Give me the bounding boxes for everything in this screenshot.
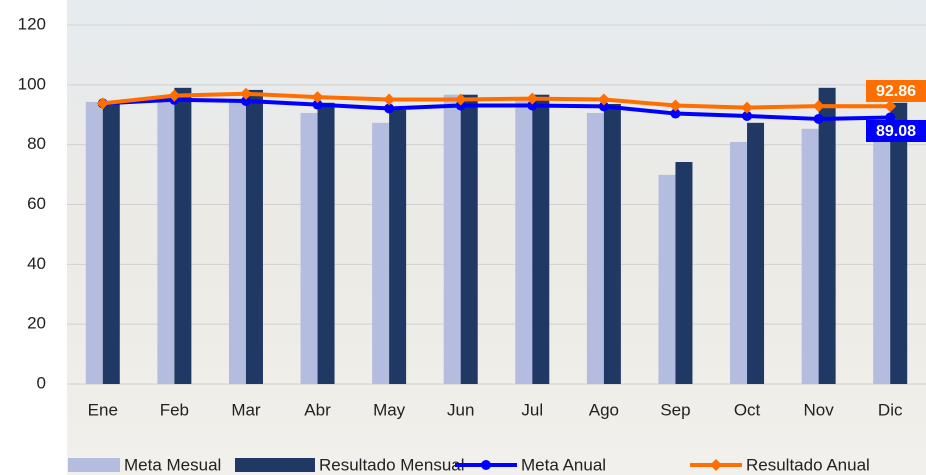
marker	[312, 99, 323, 110]
bar	[801, 128, 819, 384]
y-tick-label: 120	[18, 14, 46, 33]
photo-background	[67, 0, 926, 475]
y-tick-label: 20	[27, 314, 46, 333]
marker	[812, 100, 825, 113]
marker	[598, 101, 609, 112]
marker	[526, 92, 539, 105]
marker	[311, 91, 324, 104]
legend-label: Resultado Anual	[746, 455, 870, 474]
x-tick-label: Ene	[88, 400, 118, 419]
data-label: 89.08	[876, 123, 916, 140]
legend-label: Meta Anual	[521, 455, 606, 474]
legend-swatch	[68, 458, 120, 472]
marker	[96, 97, 109, 110]
marker	[741, 101, 754, 114]
bar	[443, 94, 461, 384]
legend-marker	[481, 460, 491, 470]
marker	[240, 95, 251, 106]
marker	[383, 93, 396, 106]
bar	[532, 94, 550, 384]
bar	[730, 141, 748, 384]
y-tick-label: 40	[27, 254, 46, 273]
marker	[527, 100, 538, 111]
marker	[384, 103, 395, 114]
bar	[586, 112, 604, 384]
bar	[603, 103, 621, 384]
bar	[658, 174, 676, 384]
x-tick-label: Dic	[878, 400, 903, 419]
bar	[157, 99, 175, 385]
marker	[168, 89, 181, 102]
legend-label: Meta Mesual	[124, 455, 221, 474]
bar	[675, 162, 693, 384]
marker	[884, 100, 897, 113]
x-tick-label: Mar	[231, 400, 261, 419]
x-tick-label: Ago	[589, 400, 619, 419]
bar	[389, 109, 407, 385]
x-tick-label: Sep	[660, 400, 690, 419]
line	[102, 91, 891, 110]
data-label-box	[866, 120, 926, 142]
y-tick-label: 60	[27, 194, 46, 213]
marker	[742, 110, 753, 121]
bar	[317, 102, 335, 385]
legend-marker	[710, 459, 722, 471]
bar	[300, 112, 318, 384]
x-tick-label: Oct	[734, 400, 761, 419]
bar	[245, 89, 263, 385]
bar	[85, 101, 103, 384]
bar	[890, 102, 908, 385]
bar	[174, 87, 192, 384]
legend-swatch	[235, 458, 315, 472]
data-label: 92.86	[876, 83, 916, 100]
bar	[228, 99, 246, 385]
y-tick-label: 100	[18, 74, 46, 93]
bar	[747, 122, 765, 384]
marker	[239, 87, 252, 100]
x-tick-label: Abr	[304, 400, 331, 419]
x-tick-label: May	[373, 400, 406, 419]
data-label-box	[866, 80, 926, 102]
marker	[813, 113, 824, 124]
x-tick-label: Jun	[447, 400, 474, 419]
marker	[670, 108, 681, 119]
bar	[372, 122, 390, 384]
bar	[460, 94, 478, 384]
marker	[669, 99, 682, 112]
y-tick-label: 80	[27, 134, 46, 153]
marker	[454, 93, 467, 106]
marker	[597, 93, 610, 106]
line	[102, 97, 891, 121]
bar	[515, 99, 533, 385]
legend-label: Resultado Mensual	[319, 455, 465, 474]
x-tick-label: Feb	[160, 400, 189, 419]
x-tick-label: Nov	[804, 400, 835, 419]
bar	[818, 87, 836, 384]
bar	[102, 100, 120, 384]
x-tick-label: Jul	[521, 400, 543, 419]
bar	[873, 120, 891, 384]
y-tick-label: 0	[37, 373, 46, 392]
